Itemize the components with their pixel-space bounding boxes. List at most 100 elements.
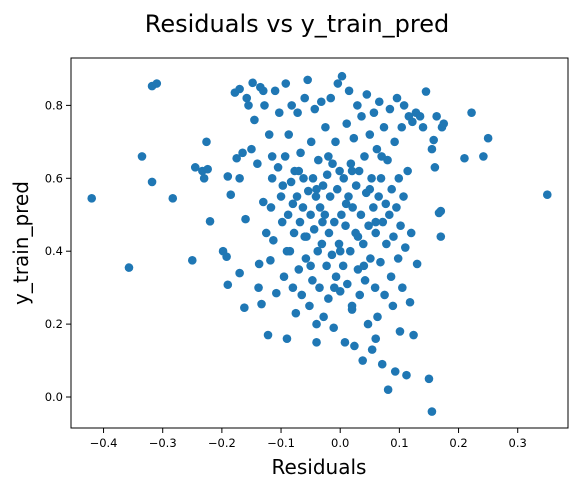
scatter-point (152, 79, 162, 88)
scatter-point (287, 101, 296, 110)
scatter-point (247, 144, 256, 154)
scatter-point (377, 359, 387, 369)
scatter-point (343, 279, 352, 289)
scatter-point (253, 159, 262, 169)
scatter-point (365, 130, 375, 139)
scatter-point (325, 192, 335, 201)
scatter-point (329, 283, 339, 292)
scatter-point (288, 199, 298, 209)
x-tick-label: 0.0 (331, 436, 349, 450)
scatter-point (306, 261, 315, 271)
scatter-point (244, 101, 253, 110)
scatter-point (366, 254, 375, 263)
scatter-point (294, 265, 304, 274)
y-tick-label: 0.2 (45, 317, 63, 331)
scatter-point (276, 192, 286, 201)
scatter-point (289, 228, 299, 238)
scatter-point (283, 210, 293, 220)
scatter-point (331, 272, 341, 282)
scatter-point (386, 272, 396, 282)
scatter-point (202, 137, 211, 147)
scatter-point (387, 184, 396, 194)
scatter-point (269, 235, 278, 245)
scatter-point (378, 217, 388, 227)
y-tick-label: 0.6 (45, 171, 63, 185)
scatter-point (314, 155, 323, 165)
scatter-point (408, 117, 417, 127)
scatter-point (409, 330, 418, 340)
scatter-point (321, 122, 330, 132)
scatter-point (344, 192, 353, 201)
scatter-point (369, 108, 379, 117)
scatter-point (340, 338, 350, 347)
scatter-point (392, 93, 402, 103)
scatter-point (272, 288, 281, 298)
y-tick-label: 0.8 (45, 98, 63, 112)
scatter-point (312, 319, 321, 329)
scatter-point (324, 152, 333, 161)
scatter-point (300, 232, 310, 241)
scatter-point (430, 163, 440, 172)
scatter-point (260, 101, 269, 110)
scatter-point (147, 177, 157, 187)
scatter-point (360, 152, 369, 161)
scatter-point (479, 152, 488, 161)
scatter-point (376, 174, 386, 183)
x-tick-label: 0.2 (449, 436, 467, 450)
scatter-point (388, 301, 398, 311)
scatter-point (266, 203, 276, 212)
scatter-point (342, 119, 352, 128)
y-axis-label: y_train_pred (9, 181, 33, 305)
y-axis-ticks: 0.0 0.2 0.4 0.6 0.8 (45, 98, 71, 404)
scatter-point (303, 186, 313, 196)
scatter-point (393, 254, 403, 263)
scatter-point (267, 152, 277, 161)
scatter-point (267, 174, 277, 183)
scatter-point (266, 256, 275, 265)
scatter-point (376, 257, 385, 267)
scatter-point (347, 166, 357, 176)
scatter-point (320, 210, 330, 220)
scatter-point (424, 374, 434, 384)
scatter-point (362, 90, 372, 99)
scatter-point (329, 217, 339, 227)
scatter-point (301, 254, 311, 263)
scatter-point (371, 228, 381, 238)
scatter-point (345, 246, 355, 256)
scatter-point (367, 174, 376, 183)
scatter-point (337, 71, 347, 81)
scatter-point (395, 327, 405, 336)
scatter-point (396, 221, 405, 230)
scatter-point (335, 166, 344, 176)
scatter-point (397, 122, 407, 132)
x-tick-label: 0.1 (390, 436, 408, 450)
scatter-point (405, 297, 415, 307)
scatter-point (335, 246, 345, 256)
scatter-point (205, 217, 215, 226)
scatter-point (374, 97, 384, 107)
scatter-point (235, 174, 244, 183)
scatter-point (312, 338, 321, 347)
scatter-point (329, 323, 339, 333)
x-tick-label: −0.2 (208, 436, 236, 450)
scatter-point (203, 164, 212, 174)
scatter-point (371, 334, 381, 343)
scatter-point (365, 184, 375, 194)
scatter-point (279, 272, 289, 282)
scatter-point (294, 166, 304, 176)
scatter-point (298, 203, 308, 212)
scatter-point (300, 93, 310, 103)
scatter-point (436, 206, 446, 216)
scatter-point (402, 370, 411, 380)
scatter-point (308, 174, 318, 183)
scatter-point (299, 174, 308, 183)
scatter-point (291, 308, 301, 318)
scatter-point (412, 259, 422, 269)
scatter-point (241, 214, 250, 224)
scatter-point (280, 152, 290, 161)
scatter-point (254, 259, 264, 269)
scatter-point (355, 290, 365, 300)
scatter-point (288, 283, 298, 292)
scatter-point (331, 137, 340, 147)
